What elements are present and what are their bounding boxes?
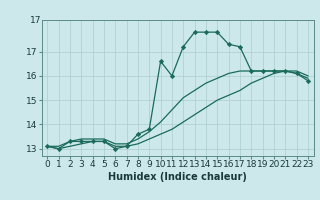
Text: 17: 17 <box>30 16 42 25</box>
X-axis label: Humidex (Indice chaleur): Humidex (Indice chaleur) <box>108 172 247 182</box>
